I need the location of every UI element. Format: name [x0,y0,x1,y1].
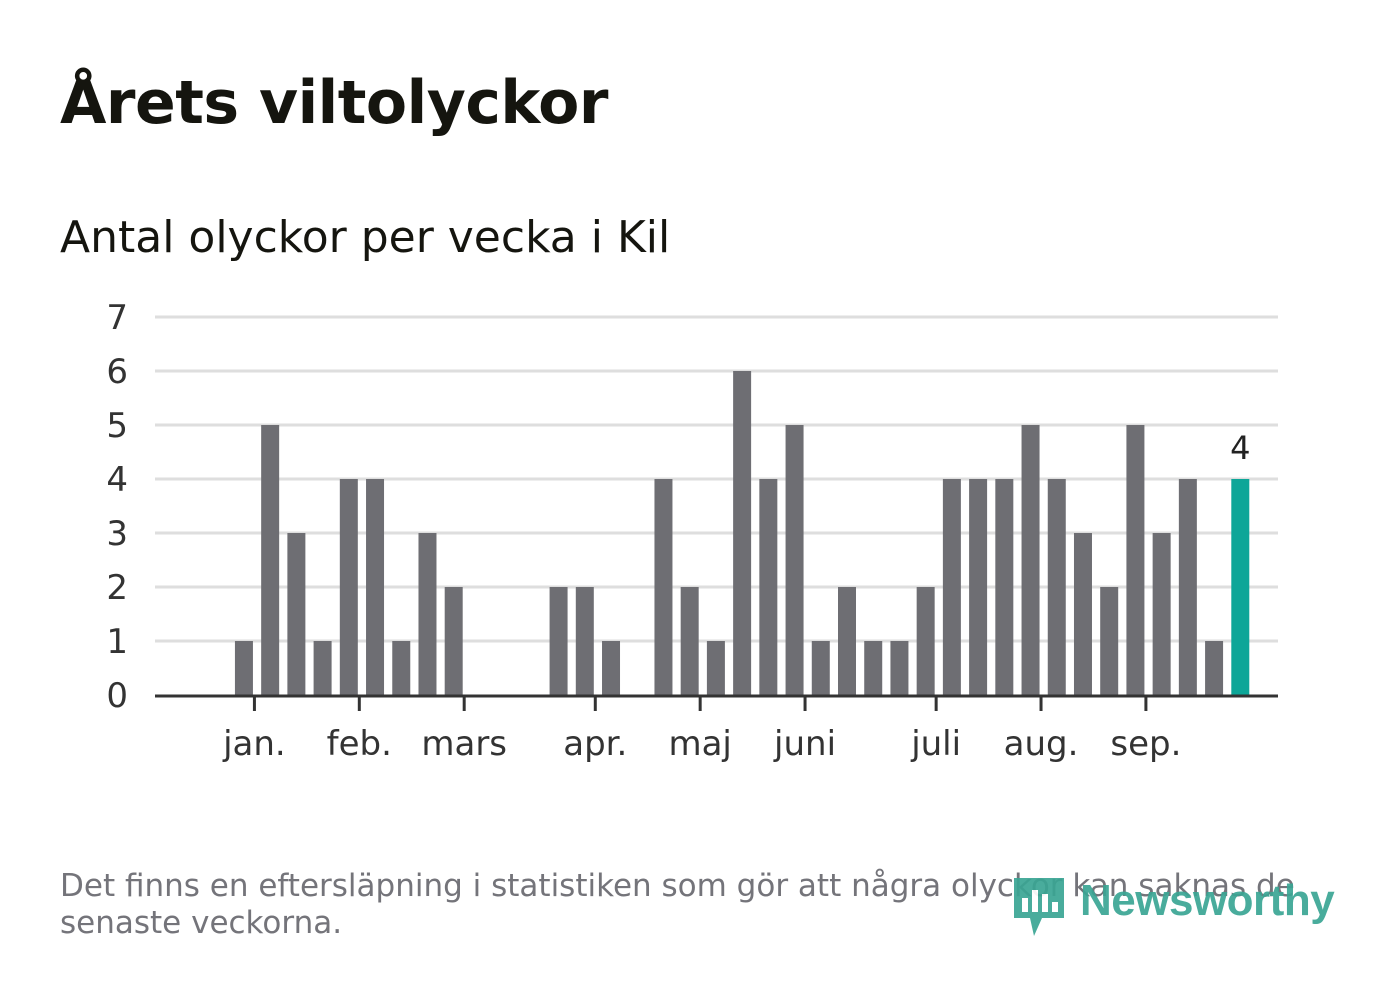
bar-week-27 [864,641,883,695]
y-tick-label: 3 [106,514,128,554]
y-tick-label: 0 [106,676,128,716]
bar-week-10 [418,533,437,695]
bar-week-6 [313,641,332,695]
bar-week-38 [1152,533,1171,695]
data-labels: 4 [1230,429,1250,467]
newsworthy-logo: Newsworthy [1008,870,1335,945]
bars [234,371,1250,695]
x-tick-label: feb. [327,724,392,764]
newsworthy-logo-icon [1014,878,1064,936]
bar-week-20 [680,587,699,695]
bar-week-34 [1047,479,1066,695]
chart-title: Årets viltolyckor [60,68,609,138]
bar-week-31 [969,479,988,695]
x-tick-label: sep. [1110,724,1181,764]
footnote: Det finns en eftersläpning i statistiken… [60,868,1295,941]
bar-week-23 [759,479,778,695]
highlight-data-label: 4 [1230,429,1250,467]
bar-week-16 [575,587,594,695]
bar-week-25 [811,641,830,695]
bar-week-29 [916,587,935,695]
bar-week-3 [234,641,253,695]
chart-subtitle: Antal olyckor per vecka i Kil [60,212,671,263]
x-tick-label: juni [773,724,836,764]
bar-week-32 [995,479,1014,695]
x-tick-label: juli [910,724,961,764]
y-tick-label: 2 [106,568,128,608]
x-axis-ticks: jan. feb. mars apr. maj juni juli aug. sep. [222,695,1181,764]
bar-week-15 [549,587,568,695]
y-axis-ticks: 0 1 2 3 4 5 6 7 [106,298,128,716]
bar-chart: 0 1 2 3 4 5 6 7 jan. feb. mars apr. maj juni juli aug.… [106,298,1278,764]
bar-week-5 [287,533,306,695]
y-tick-label: 4 [106,460,128,500]
bar-week-21 [706,641,725,695]
bar-week-39 [1178,479,1197,695]
bar-week-11 [444,587,463,695]
bar-week-30 [942,479,961,695]
bar-week-19 [654,479,673,695]
bar-week-26 [838,587,856,695]
x-tick-label: apr. [563,724,627,764]
bar-week-17 [602,641,621,695]
bar-week-37 [1126,425,1145,695]
x-tick-label: mars [421,724,507,764]
y-tick-label: 5 [106,406,128,446]
x-tick-label: maj [668,724,731,764]
bar-week-8 [366,479,385,695]
bar-week-28 [890,641,909,695]
x-tick-label: aug. [1004,724,1079,764]
bar-week-4 [261,425,280,695]
bar-week-9 [392,641,411,695]
bar-week-41 [1231,479,1250,695]
y-tick-label: 1 [106,622,128,662]
bar-week-24 [785,425,804,695]
bar-week-33 [1021,425,1040,695]
bar-week-35 [1073,533,1092,695]
y-tick-label: 6 [106,352,128,392]
x-tick-label: jan. [222,724,286,764]
bar-week-40 [1205,641,1224,695]
bar-week-22 [733,371,752,695]
bar-week-36 [1100,587,1119,695]
bar-week-7 [339,479,358,695]
y-tick-label: 7 [106,298,128,338]
newsworthy-logo-text: Newsworthy [1080,876,1335,925]
